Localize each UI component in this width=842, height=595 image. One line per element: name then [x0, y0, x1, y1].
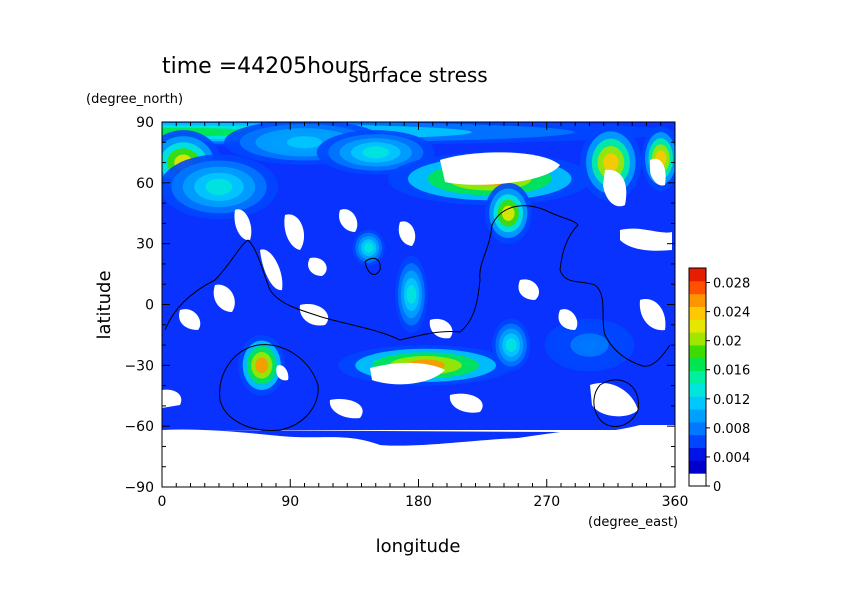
calm-region — [398, 221, 416, 246]
field-blob — [162, 154, 278, 220]
field-blob — [544, 318, 635, 372]
colorbar-tick-label: 0.016 — [713, 364, 750, 379]
field-blob — [238, 334, 286, 396]
calm-region — [260, 249, 283, 291]
coastline — [364, 257, 381, 275]
colorbar-tick-label: 0.02 — [713, 335, 742, 350]
y-tick-label: 0 — [145, 298, 154, 314]
y-tick-label: 30 — [136, 237, 154, 253]
colorbar-labels: 0 0.004 0.008 0.012 0.016 0.02 0.024 0.028 — [706, 277, 750, 495]
field-band — [578, 338, 601, 352]
y-tick-label: −60 — [124, 419, 154, 435]
colorbar-segment — [689, 460, 706, 474]
calm-region — [234, 209, 252, 241]
low-stress-regions — [162, 152, 675, 487]
calm-region — [179, 309, 201, 330]
calm-region — [603, 169, 627, 207]
y-axis-label: latitude — [94, 270, 115, 339]
y-tick-label: −30 — [124, 358, 154, 374]
colorbar-segment — [689, 383, 706, 397]
colorbar-segment — [689, 434, 706, 449]
field-blob — [316, 130, 435, 175]
calm-region — [429, 318, 453, 339]
colorbar-segment — [689, 344, 706, 359]
colorbar-tick-label: 0.004 — [713, 451, 750, 466]
chart-title: surface stress — [348, 63, 487, 87]
calm-region — [449, 393, 483, 413]
colorbar-segment — [689, 319, 706, 333]
calm-region — [518, 279, 540, 300]
colorbar-segment — [689, 268, 706, 282]
field-band — [255, 357, 269, 374]
plot-area — [162, 122, 675, 487]
calm-region — [590, 382, 638, 417]
calm-region — [162, 389, 182, 408]
calm-region — [620, 228, 672, 251]
x-axis-label: longitude — [376, 536, 461, 557]
calm-region — [650, 158, 666, 186]
colorbar-tick-label: 0.012 — [713, 393, 750, 408]
field-blob — [484, 182, 532, 244]
colorbar-tick-label: 0.028 — [713, 277, 750, 292]
colorbar-frame — [688, 267, 707, 487]
calm-region — [639, 299, 666, 331]
y-axis-unit: (degree_north) — [86, 92, 183, 107]
colorbar-segment — [689, 421, 706, 436]
calm-region — [284, 214, 305, 250]
x-tick-labels: 0 90 180 270 360 — [158, 494, 689, 510]
y-tick-label: 90 — [136, 115, 154, 131]
colorbar-segment — [689, 409, 706, 423]
colorbar-segment — [689, 370, 706, 384]
field-blob — [492, 318, 531, 372]
calm-region — [339, 209, 358, 232]
calm-region — [308, 257, 327, 276]
calm-region — [213, 284, 235, 312]
x-tick-label: 180 — [405, 494, 432, 510]
colorbar-segment — [689, 396, 706, 410]
colorbar-segment — [689, 332, 706, 346]
colorbar-segment — [689, 357, 706, 372]
colorbar-tick-label: 0 — [713, 480, 721, 495]
y-tick-label: 60 — [136, 176, 154, 192]
field-blob — [352, 229, 385, 266]
field-blob — [580, 124, 642, 202]
calm-region — [440, 152, 560, 185]
calm-region — [558, 309, 578, 330]
colorbar-segment — [689, 473, 706, 487]
colorbar-segment — [689, 306, 706, 320]
chart-subtitle: time =44205hours — [162, 54, 369, 79]
axis-ticks — [161, 121, 676, 488]
colorbar-segment — [689, 447, 706, 461]
coastline — [593, 379, 639, 427]
calm-region — [370, 362, 445, 385]
coastline — [164, 205, 671, 367]
x-tick-label: 360 — [662, 494, 689, 510]
x-tick-label: 0 — [158, 494, 167, 510]
field-band — [286, 136, 323, 149]
colorbar — [689, 268, 706, 487]
coastline — [219, 344, 319, 431]
colorbar-tick-label: 0.024 — [713, 306, 750, 321]
x-axis-unit: (degree_east) — [588, 515, 678, 530]
field-band — [362, 146, 390, 159]
y-tick-label: −90 — [124, 480, 154, 496]
colorbar-segment — [689, 280, 706, 295]
field-blob — [395, 255, 428, 333]
x-tick-label: 270 — [533, 494, 560, 510]
field-band — [603, 153, 619, 172]
coastlines — [164, 205, 671, 431]
field-band — [363, 242, 374, 253]
colorbar-tick-label: 0.008 — [713, 422, 750, 437]
field-band — [505, 338, 517, 352]
calm-region — [276, 365, 289, 381]
calm-region — [162, 425, 675, 487]
colorbar-segment — [689, 293, 706, 307]
x-tick-label: 90 — [281, 494, 299, 510]
field-band — [502, 205, 515, 221]
y-tick-labels: −90 −60 −30 0 30 60 90 — [124, 115, 154, 496]
field-band — [205, 178, 233, 195]
field-band — [406, 285, 417, 304]
calm-region — [329, 399, 363, 419]
